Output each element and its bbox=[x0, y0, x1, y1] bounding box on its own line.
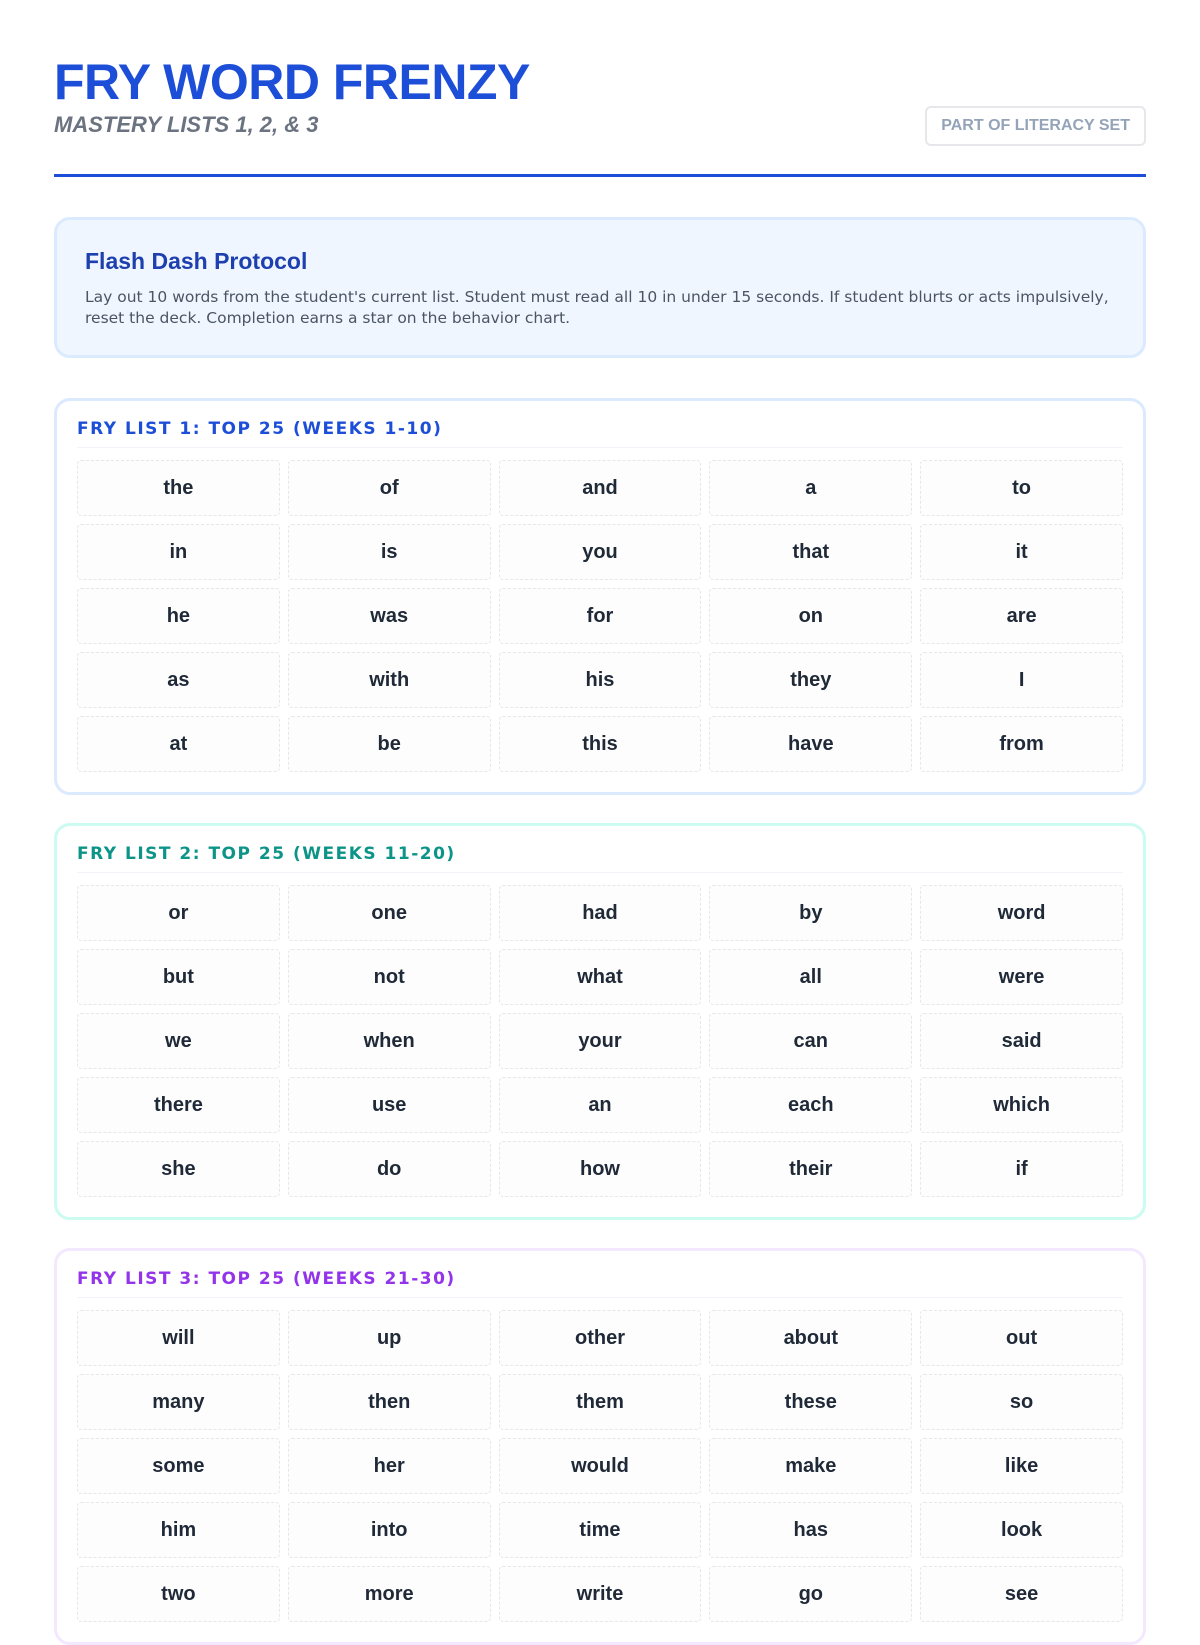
word-card: by bbox=[709, 885, 913, 941]
title: FRY WORD FRENZY bbox=[54, 54, 530, 110]
word-card: all bbox=[709, 949, 913, 1005]
word-card: they bbox=[709, 652, 913, 708]
word-card: about bbox=[709, 1310, 913, 1366]
word-card: had bbox=[498, 885, 702, 941]
word-card: his bbox=[498, 652, 702, 708]
word-card: said bbox=[920, 1013, 1123, 1069]
word-card: it bbox=[920, 524, 1123, 580]
list-title: FRY LIST 2: TOP 25 (WEEKS 11-20) bbox=[77, 844, 1123, 873]
word-card: many bbox=[77, 1374, 280, 1430]
list-title: FRY LIST 1: TOP 25 (WEEKS 1-10) bbox=[77, 419, 1123, 448]
word-card: at bbox=[77, 716, 280, 772]
protocol-text: Lay out 10 words from the student's curr… bbox=[85, 288, 1109, 327]
word-card: on bbox=[709, 588, 913, 644]
word-card: have bbox=[709, 716, 913, 772]
word-card: you bbox=[498, 524, 702, 580]
word-card: some bbox=[77, 1438, 280, 1494]
word-card: when bbox=[287, 1013, 491, 1069]
word-card: has bbox=[709, 1502, 913, 1558]
word-card: is bbox=[287, 524, 491, 580]
word-card: do bbox=[287, 1141, 491, 1197]
word-card: two bbox=[77, 1566, 280, 1622]
word-card: a bbox=[709, 460, 913, 516]
subtitle: MASTERY LISTS 1, 2, & 3 bbox=[54, 112, 319, 137]
page: FRY WORD FRENZY MASTERY LISTS 1, 2, & 3 … bbox=[54, 54, 1146, 1645]
word-card: their bbox=[709, 1141, 913, 1197]
word-card: these bbox=[709, 1374, 913, 1430]
word-card: make bbox=[709, 1438, 913, 1494]
word-grid: the of and a to in is you that it he was for on are as w… bbox=[77, 460, 1123, 772]
word-card: more bbox=[287, 1566, 491, 1622]
word-card: and bbox=[498, 460, 702, 516]
word-card: use bbox=[287, 1077, 491, 1133]
word-card: would bbox=[498, 1438, 702, 1494]
word-card: what bbox=[498, 949, 702, 1005]
word-card: up bbox=[287, 1310, 491, 1366]
word-card: so bbox=[920, 1374, 1123, 1430]
word-card: in bbox=[77, 524, 280, 580]
word-card: be bbox=[287, 716, 491, 772]
word-card: with bbox=[287, 652, 491, 708]
word-card: your bbox=[498, 1013, 702, 1069]
word-card: an bbox=[498, 1077, 702, 1133]
word-card: or bbox=[77, 885, 280, 941]
word-card: if bbox=[920, 1141, 1123, 1197]
word-card: of bbox=[287, 460, 491, 516]
word-card: not bbox=[287, 949, 491, 1005]
word-card: there bbox=[77, 1077, 280, 1133]
list-title: FRY LIST 3: TOP 25 (WEEKS 21-30) bbox=[77, 1269, 1123, 1298]
word-card: we bbox=[77, 1013, 280, 1069]
word-card: then bbox=[287, 1374, 491, 1430]
word-card: she bbox=[77, 1141, 280, 1197]
word-card: them bbox=[498, 1374, 702, 1430]
word-card: other bbox=[498, 1310, 702, 1366]
header: FRY WORD FRENZY MASTERY LISTS 1, 2, & 3 … bbox=[54, 0, 1146, 177]
word-card: but bbox=[77, 949, 280, 1005]
word-card: time bbox=[498, 1502, 702, 1558]
word-card: go bbox=[709, 1566, 913, 1622]
word-card: her bbox=[287, 1438, 491, 1494]
word-card: to bbox=[920, 460, 1123, 516]
word-card: will bbox=[77, 1310, 280, 1366]
protocol-title: Flash Dash Protocol bbox=[85, 248, 308, 274]
word-list: FRY LIST 1: TOP 25 (WEEKS 1-10) the of and a… bbox=[54, 398, 1146, 795]
word-grid: will up other about out many then them these so so… bbox=[77, 1310, 1123, 1622]
word-card: out bbox=[920, 1310, 1123, 1366]
word-card: him bbox=[77, 1502, 280, 1558]
word-card: as bbox=[77, 652, 280, 708]
word-card: this bbox=[498, 716, 702, 772]
word-list: FRY LIST 2: TOP 25 (WEEKS 11-20) or one had… bbox=[54, 823, 1146, 1220]
word-card: like bbox=[920, 1438, 1123, 1494]
lists: FRY LIST 1: TOP 25 (WEEKS 1-10) the of and a… bbox=[54, 398, 1146, 1645]
word-card: were bbox=[920, 949, 1123, 1005]
word-list: FRY LIST 3: TOP 25 (WEEKS 21-30) will up ot… bbox=[54, 1248, 1146, 1645]
word-card: I bbox=[920, 652, 1123, 708]
word-card: was bbox=[287, 588, 491, 644]
word-card: he bbox=[77, 588, 280, 644]
word-card: each bbox=[709, 1077, 913, 1133]
word-card: see bbox=[920, 1566, 1123, 1622]
word-card: the bbox=[77, 460, 280, 516]
word-card: write bbox=[498, 1566, 702, 1622]
word-card: into bbox=[287, 1502, 491, 1558]
word-card: for bbox=[498, 588, 702, 644]
word-card: how bbox=[498, 1141, 702, 1197]
word-card: can bbox=[709, 1013, 913, 1069]
badge: PART OF LITERACY SET bbox=[925, 106, 1146, 146]
word-card: one bbox=[287, 885, 491, 941]
word-card: which bbox=[920, 1077, 1123, 1133]
protocol-box: Flash Dash Protocol Lay out 10 words fro… bbox=[54, 217, 1146, 358]
word-card: look bbox=[920, 1502, 1123, 1558]
word-grid: or one had by word but not what all were we when you… bbox=[77, 885, 1123, 1197]
word-card: are bbox=[920, 588, 1123, 644]
word-card: word bbox=[920, 885, 1123, 941]
word-card: that bbox=[709, 524, 913, 580]
word-card: from bbox=[920, 716, 1123, 772]
